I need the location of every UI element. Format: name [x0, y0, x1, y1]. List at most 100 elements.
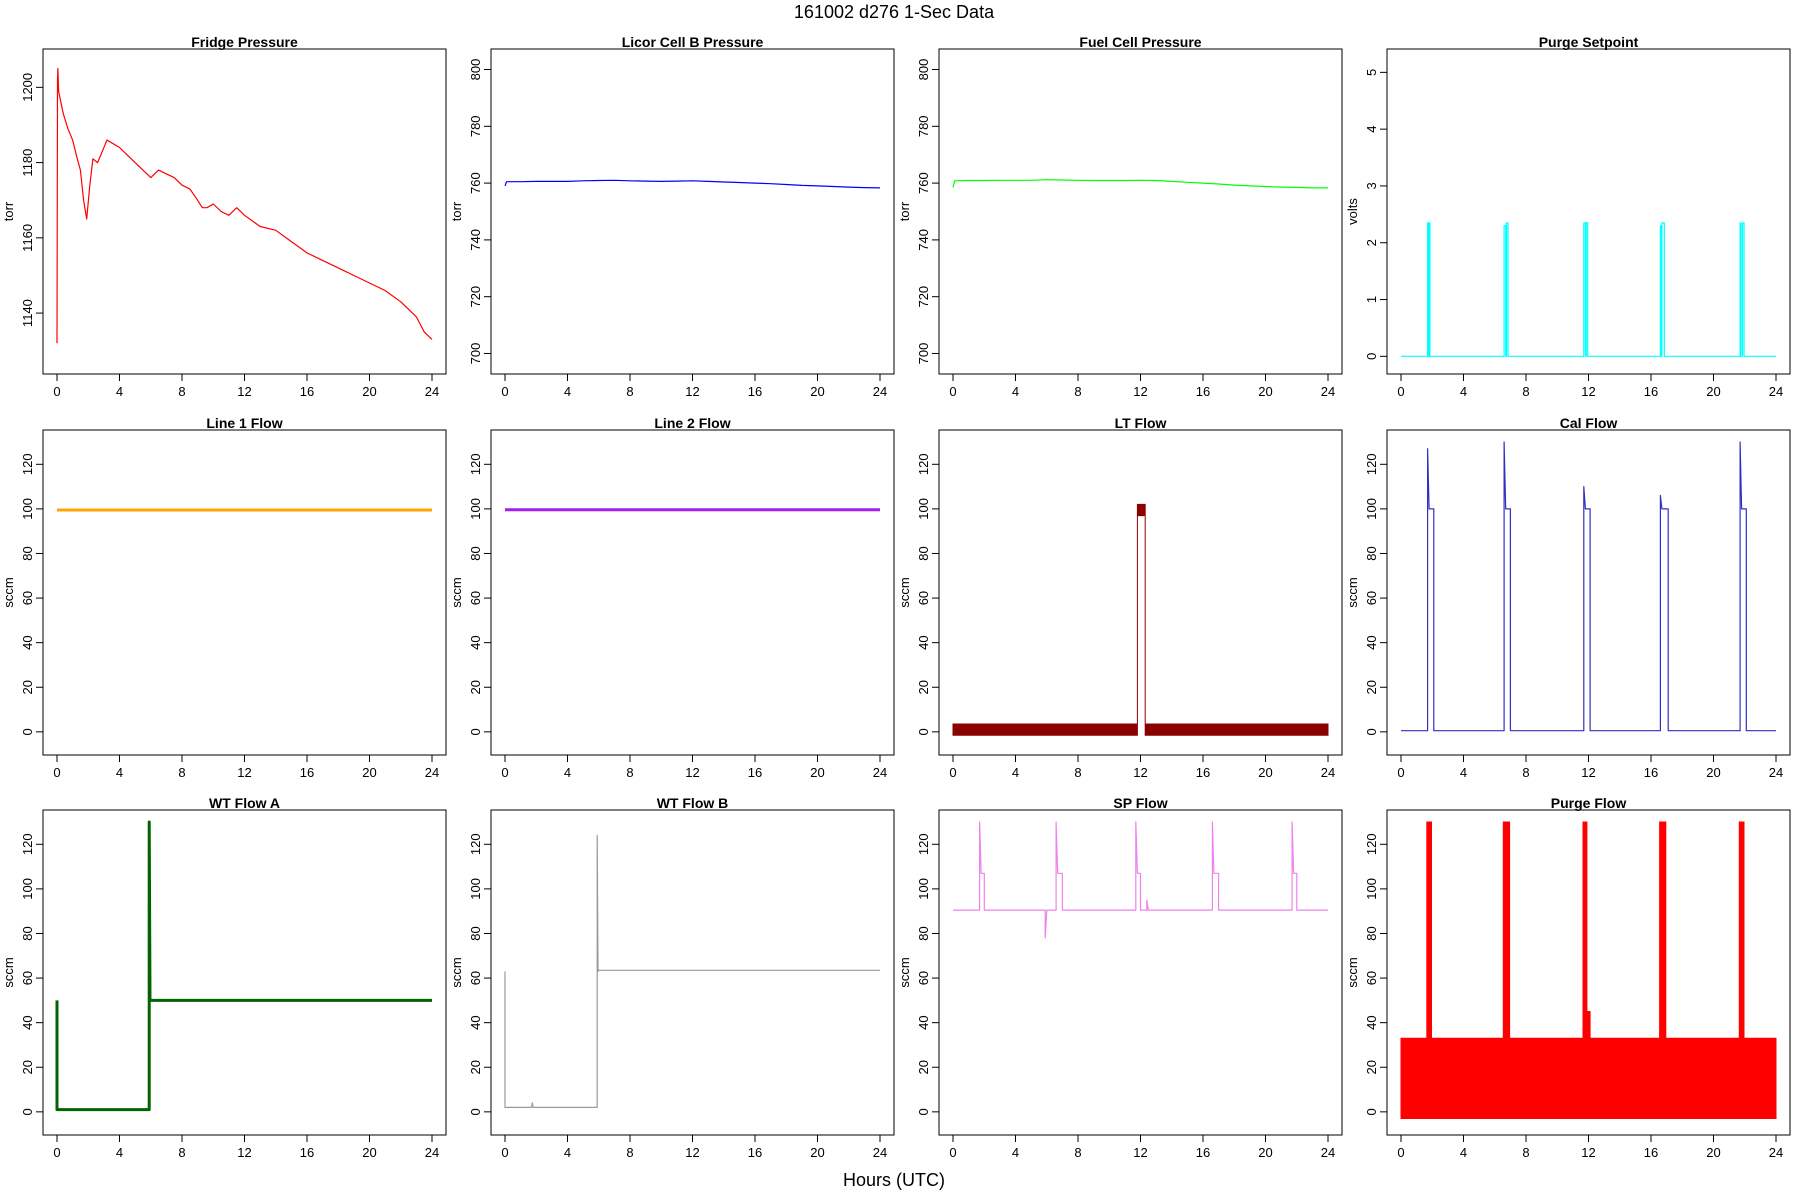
y-tick-label: 780	[468, 115, 483, 137]
series-line	[1401, 222, 1776, 357]
panel-3: Fuel Cell Pressure torr 0 4 8 12 16 20 24 700 720 7…	[897, 34, 1343, 399]
x-tick-label: 0	[949, 765, 956, 780]
panel-7: LT Flow sccm 0 4 8 12 16 20 24 0 20 40 60 80 100 120	[897, 415, 1343, 780]
panel-title: SP Flow	[1113, 795, 1167, 811]
x-tick-label: 24	[1321, 765, 1335, 780]
x-tick-label: 16	[748, 1145, 762, 1160]
x-tick-label: 24	[1321, 384, 1335, 399]
x-tick-label: 4	[1460, 384, 1467, 399]
panel-12: Purge Flow sccm 0 4 8 12 16 20 24 0 20 40 60 80 100 120	[1345, 795, 1791, 1160]
y-tick-label: 20	[1364, 680, 1379, 694]
y-tick-label: 40	[1364, 1015, 1379, 1029]
x-tick-label: 20	[1706, 765, 1720, 780]
x-tick-label: 20	[1258, 765, 1272, 780]
y-tick-label: 60	[916, 591, 931, 605]
y-tick-label: 120	[20, 833, 35, 855]
x-tick-label: 4	[1012, 1145, 1019, 1160]
x-tick-label: 8	[626, 1145, 633, 1160]
y-tick-label: 40	[916, 1015, 931, 1029]
plot-frame	[938, 809, 1343, 1136]
series-line	[56, 67, 433, 344]
y-tick-label: 40	[468, 635, 483, 649]
y-tick-label: 100	[1364, 878, 1379, 900]
figure-title: 161002 d276 1-Sec Data	[794, 2, 995, 22]
y-tick-label: 20	[468, 680, 483, 694]
plot-frame	[490, 809, 895, 1136]
panel-title: Fuel Cell Pressure	[1079, 34, 1201, 50]
x-tick-label: 0	[1397, 384, 1404, 399]
plot-frame	[1386, 429, 1791, 756]
y-tick-label: 0	[468, 1108, 483, 1115]
plot-frame	[490, 48, 895, 375]
x-tick-label: 4	[1012, 765, 1019, 780]
x-tick-label: 8	[626, 765, 633, 780]
x-tick-label: 4	[116, 765, 123, 780]
y-tick-label: 1160	[20, 224, 35, 252]
y-tick-label: 780	[916, 115, 931, 137]
panel-title: Line 2 Flow	[654, 415, 730, 431]
y-tick-label: 40	[1364, 635, 1379, 649]
y-tick-label: 100	[468, 498, 483, 520]
y-tick-label: 0	[468, 728, 483, 735]
x-tick-label: 20	[810, 765, 824, 780]
x-tick-label: 4	[564, 765, 571, 780]
panel-title: WT Flow A	[209, 795, 280, 811]
y-tick-label: 80	[468, 546, 483, 560]
x-tick-label: 4	[564, 1145, 571, 1160]
x-tick-label: 0	[53, 1145, 60, 1160]
y-tick-label: 80	[20, 546, 35, 560]
x-tick-label: 12	[685, 765, 699, 780]
y-tick-label: 120	[1364, 833, 1379, 855]
x-tick-label: 16	[1196, 765, 1210, 780]
x-tick-label: 16	[1644, 765, 1658, 780]
x-tick-label: 16	[1644, 384, 1658, 399]
y-tick-label: 60	[20, 591, 35, 605]
x-tick-label: 8	[178, 765, 185, 780]
x-tick-label: 12	[1581, 1145, 1595, 1160]
y-axis-label: sccm	[1345, 577, 1360, 607]
y-tick-label: 0	[1364, 353, 1379, 360]
x-tick-label: 0	[53, 384, 60, 399]
x-tick-label: 12	[1581, 765, 1595, 780]
x-tick-label: 0	[53, 765, 60, 780]
y-tick-label: 40	[20, 1015, 35, 1029]
series-line	[953, 821, 1328, 939]
series-group	[952, 503, 1329, 736]
y-tick-label: 760	[916, 172, 931, 194]
x-tick-label: 4	[116, 1145, 123, 1160]
x-tick-label: 24	[873, 1145, 887, 1160]
y-tick-label: 60	[468, 971, 483, 985]
y-tick-label: 700	[916, 343, 931, 365]
x-tick-label: 12	[1133, 765, 1147, 780]
x-tick-label: 16	[300, 1145, 314, 1160]
x-tick-label: 8	[1074, 384, 1081, 399]
x-tick-label: 8	[1074, 765, 1081, 780]
y-tick-label: 0	[916, 728, 931, 735]
x-tick-label: 20	[810, 384, 824, 399]
x-tick-label: 8	[178, 1145, 185, 1160]
y-tick-label: 120	[1364, 453, 1379, 475]
plot-frame	[938, 48, 1343, 375]
x-tick-label: 20	[362, 765, 376, 780]
series-group	[953, 821, 1328, 939]
plot-frame	[938, 429, 1343, 756]
x-tick-label: 8	[178, 384, 185, 399]
y-tick-label: 20	[1364, 1060, 1379, 1074]
x-tick-label: 20	[362, 1145, 376, 1160]
series-line	[952, 179, 1328, 189]
x-tick-label: 16	[300, 765, 314, 780]
plot-frame	[42, 809, 447, 1136]
panel-title: Purge Flow	[1551, 795, 1627, 811]
plot-frame	[42, 48, 447, 375]
y-tick-label: 20	[916, 680, 931, 694]
y-tick-label: 100	[468, 878, 483, 900]
x-tick-label: 20	[362, 384, 376, 399]
x-tick-label: 4	[1460, 1145, 1467, 1160]
y-axis-label: torr	[449, 201, 464, 221]
y-tick-label: 120	[468, 833, 483, 855]
x-tick-label: 12	[237, 384, 251, 399]
x-tick-label: 8	[1522, 765, 1529, 780]
panel-2: Licor Cell B Pressure torr 0 4 8 12 16 20 24 700 7…	[449, 34, 895, 399]
x-tick-label: 8	[1074, 1145, 1081, 1160]
